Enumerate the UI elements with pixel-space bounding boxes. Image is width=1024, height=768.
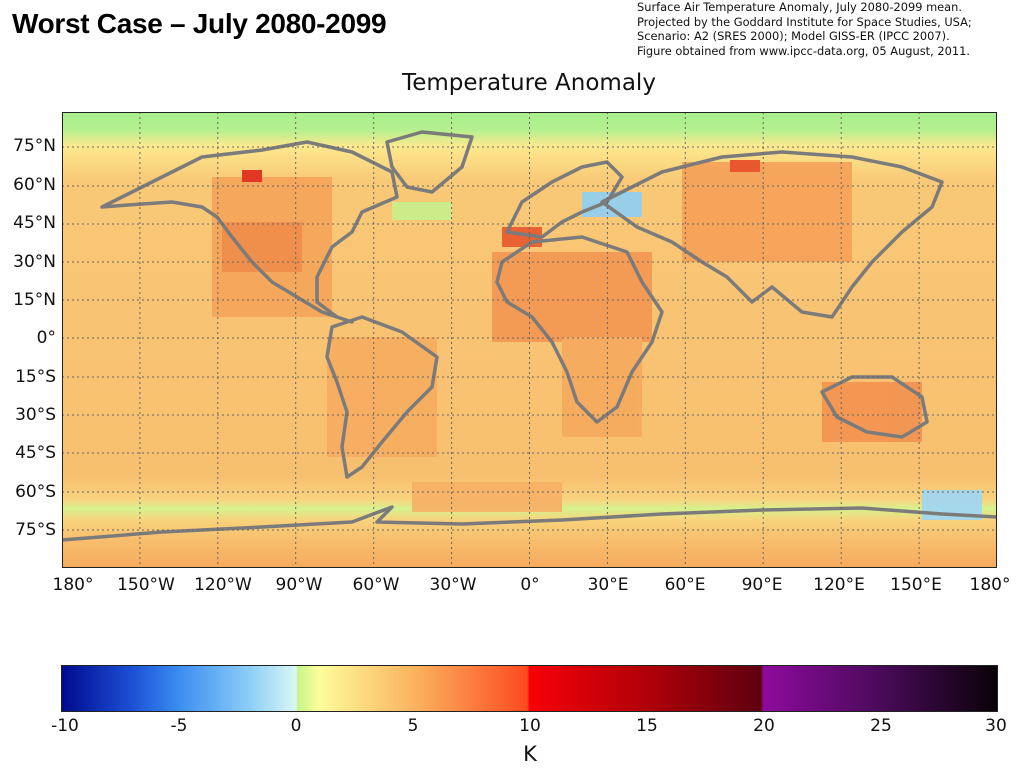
colorbar (61, 665, 998, 712)
lat-label: 30°N (13, 252, 56, 272)
cool-patch-north-atlantic (392, 202, 452, 220)
map-gridlines (62, 112, 997, 568)
lon-label: 0° (520, 575, 540, 595)
antarctica-outline (62, 505, 997, 542)
south-america-outline (325, 315, 439, 479)
australia-outline (820, 375, 929, 439)
lat-label: 45°N (13, 213, 56, 233)
map-border (62, 112, 997, 568)
lon-label: 30°W (429, 575, 477, 595)
lon-label: 180° (52, 575, 94, 595)
north-america-outline (100, 140, 399, 324)
anomaly-map-svg (62, 112, 997, 568)
colorbar-unit: K (523, 742, 537, 766)
source-note: Surface Air Temperature Anomaly, July 20… (637, 0, 1022, 58)
lat-label: 0° (36, 328, 56, 348)
source-note-line: Scenario: A2 (SRES 2000); Model GISS-ER … (637, 29, 950, 44)
lat-label: 15°N (13, 290, 56, 310)
lat-label: 60°S (15, 482, 56, 502)
colorbar-tick-label: 10 (519, 716, 541, 736)
lat-label: 45°S (15, 443, 56, 463)
anomaly-map (62, 112, 997, 568)
lon-label: 180° (969, 575, 1011, 595)
coastlines (62, 130, 997, 542)
warm-patch-south-atlantic (412, 482, 562, 512)
hot-patch-canada (242, 170, 262, 182)
lon-label: 90°W (275, 575, 323, 595)
lat-label: 75°N (13, 136, 56, 156)
lon-label: 60°W (352, 575, 400, 595)
colorbar-tick-label: 20 (753, 716, 775, 736)
warm-patch-sahara (492, 252, 652, 342)
colorbar-tick-label: 0 (290, 716, 302, 736)
africa-outline (495, 235, 664, 424)
lat-label: 75°S (15, 520, 56, 540)
lon-label: 120°W (194, 575, 252, 595)
colorbar-tick-label: -5 (170, 716, 188, 736)
lon-label: 60°E (664, 575, 706, 595)
colorbar-tick-label: 25 (870, 716, 892, 736)
colorbar-tick-label: 5 (407, 716, 419, 736)
lon-label: 30°E (587, 575, 629, 595)
anomaly-patches (212, 160, 982, 520)
lon-label: 150°W (117, 575, 175, 595)
colorbar-tick-label: 15 (636, 716, 658, 736)
source-note-line: Projected by the Goddard Institute for S… (637, 14, 972, 29)
warm-patch-south-america (327, 337, 437, 457)
lat-label: 60°N (13, 175, 56, 195)
warm-patch-southern-africa (562, 337, 642, 437)
lat-label: 15°S (15, 367, 56, 387)
hot-patch-central-siberia (730, 160, 760, 172)
warm-patch-siberia (682, 162, 852, 262)
greenland-outline (385, 130, 474, 194)
colorbar-tick-label: -10 (51, 716, 79, 736)
lon-label: 90°E (741, 575, 783, 595)
lat-label: 30°S (15, 405, 56, 425)
colorbar-tick-label: 30 (985, 716, 1007, 736)
europe-outline (505, 160, 624, 239)
slide-title: Worst Case – July 2080-2099 (12, 8, 387, 39)
source-note-line: Surface Air Temperature Anomaly, July 20… (637, 0, 962, 14)
source-note-line: Figure obtained from www.ipcc-data.org, … (637, 43, 970, 58)
warm-patch-usa (222, 222, 302, 272)
asia-outline (600, 150, 944, 319)
chart-title: Temperature Anomaly (402, 70, 656, 96)
lon-label: 150°E (890, 575, 942, 595)
lon-label: 120°E (813, 575, 865, 595)
